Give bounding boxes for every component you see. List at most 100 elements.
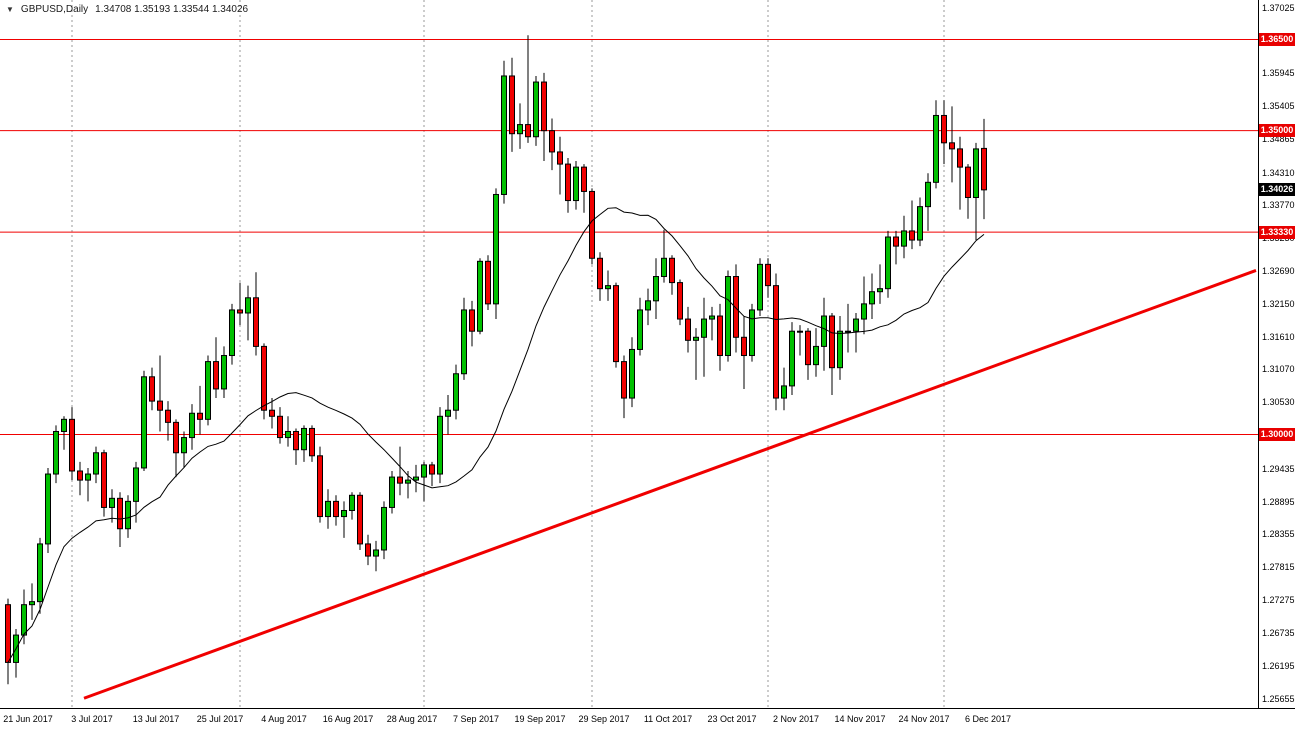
candle[interactable] xyxy=(893,230,899,265)
candle[interactable] xyxy=(797,325,803,356)
candle[interactable] xyxy=(981,118,987,220)
candle[interactable] xyxy=(477,258,483,335)
candle[interactable] xyxy=(845,303,851,353)
candle[interactable] xyxy=(397,446,403,496)
candle[interactable] xyxy=(125,495,131,538)
candle[interactable] xyxy=(197,385,203,435)
candle[interactable] xyxy=(781,367,787,411)
candle[interactable] xyxy=(573,161,579,210)
symbol-dropdown-icon[interactable]: ▼ xyxy=(6,5,14,14)
candle[interactable] xyxy=(949,106,955,183)
candle[interactable] xyxy=(741,316,747,389)
candle[interactable] xyxy=(909,200,915,250)
candle[interactable] xyxy=(61,416,67,450)
candle[interactable] xyxy=(837,316,843,380)
candle[interactable] xyxy=(821,297,827,371)
candle[interactable] xyxy=(885,230,891,298)
candle[interactable] xyxy=(301,425,307,462)
candle[interactable] xyxy=(581,164,587,213)
candle[interactable] xyxy=(525,35,531,143)
candle[interactable] xyxy=(413,464,419,493)
candle[interactable] xyxy=(653,258,659,320)
candle[interactable] xyxy=(877,264,883,304)
candle[interactable] xyxy=(37,537,43,614)
candle[interactable] xyxy=(645,288,651,326)
candle[interactable] xyxy=(229,303,235,365)
candle[interactable] xyxy=(869,273,875,320)
candle[interactable] xyxy=(701,297,707,377)
candle[interactable] xyxy=(333,495,339,526)
candle[interactable] xyxy=(253,272,259,356)
candle[interactable] xyxy=(213,337,219,399)
candle[interactable] xyxy=(621,355,627,419)
candle[interactable] xyxy=(29,583,35,620)
candle[interactable] xyxy=(509,57,515,152)
chart-plot-area[interactable] xyxy=(0,0,1258,708)
candle[interactable] xyxy=(45,467,51,554)
candle[interactable] xyxy=(149,367,155,411)
candle[interactable] xyxy=(85,467,91,502)
candle[interactable] xyxy=(541,72,547,162)
candle[interactable] xyxy=(597,252,603,301)
candle[interactable] xyxy=(5,598,11,685)
candle[interactable] xyxy=(669,255,675,295)
candle[interactable] xyxy=(453,364,459,420)
candle[interactable] xyxy=(757,258,763,317)
candle[interactable] xyxy=(117,492,123,547)
candle[interactable] xyxy=(629,337,635,408)
candle[interactable] xyxy=(765,258,771,298)
candle[interactable] xyxy=(965,164,971,219)
candle[interactable] xyxy=(245,285,251,341)
candle[interactable] xyxy=(661,229,667,283)
candle[interactable] xyxy=(237,282,243,326)
candle[interactable] xyxy=(813,328,819,377)
candle[interactable] xyxy=(549,118,555,171)
candle[interactable] xyxy=(309,425,315,462)
trendline[interactable] xyxy=(83,269,1257,700)
candle[interactable] xyxy=(829,312,835,396)
candle[interactable] xyxy=(261,343,267,420)
candle[interactable] xyxy=(365,534,371,566)
candle[interactable] xyxy=(421,461,427,502)
candle[interactable] xyxy=(69,407,75,481)
candle[interactable] xyxy=(773,273,779,411)
candle[interactable] xyxy=(381,501,387,560)
candle[interactable] xyxy=(165,401,171,441)
candle[interactable] xyxy=(461,297,467,380)
candle[interactable] xyxy=(861,276,867,335)
candle[interactable] xyxy=(173,419,179,478)
candle[interactable] xyxy=(373,540,379,572)
candle[interactable] xyxy=(469,300,475,347)
candle[interactable] xyxy=(341,501,347,538)
candle[interactable] xyxy=(789,322,795,396)
candle[interactable] xyxy=(141,370,147,471)
candle[interactable] xyxy=(533,75,539,146)
candle[interactable] xyxy=(349,492,355,520)
candle[interactable] xyxy=(917,197,923,247)
price-axis[interactable]: 1.37025 1.35945 1.35405 1.34865 1.34310 1.337… xyxy=(1258,0,1295,708)
candle[interactable] xyxy=(557,136,563,195)
candle[interactable] xyxy=(205,355,211,426)
candle[interactable] xyxy=(805,328,811,380)
moving-average-line[interactable] xyxy=(7,207,985,663)
candle[interactable] xyxy=(389,470,395,514)
candle[interactable] xyxy=(501,60,507,204)
candle[interactable] xyxy=(493,188,499,320)
candle[interactable] xyxy=(189,404,195,450)
time-axis[interactable]: 21 Jun 2017 3 Jul 2017 13 Jul 2017 25 Jul 2… xyxy=(0,708,1295,729)
candle[interactable] xyxy=(181,431,187,468)
candle[interactable] xyxy=(133,461,139,523)
candle[interactable] xyxy=(277,407,283,444)
candle[interactable] xyxy=(589,188,595,265)
candle[interactable] xyxy=(565,158,571,213)
candle[interactable] xyxy=(605,270,611,301)
candle[interactable] xyxy=(925,173,931,231)
candle[interactable] xyxy=(973,142,979,241)
candle[interactable] xyxy=(93,446,99,484)
candle[interactable] xyxy=(517,103,523,149)
candle[interactable] xyxy=(957,136,963,210)
candle[interactable] xyxy=(613,282,619,368)
candle[interactable] xyxy=(901,215,907,259)
candle[interactable] xyxy=(325,489,331,529)
candle[interactable] xyxy=(693,328,699,380)
